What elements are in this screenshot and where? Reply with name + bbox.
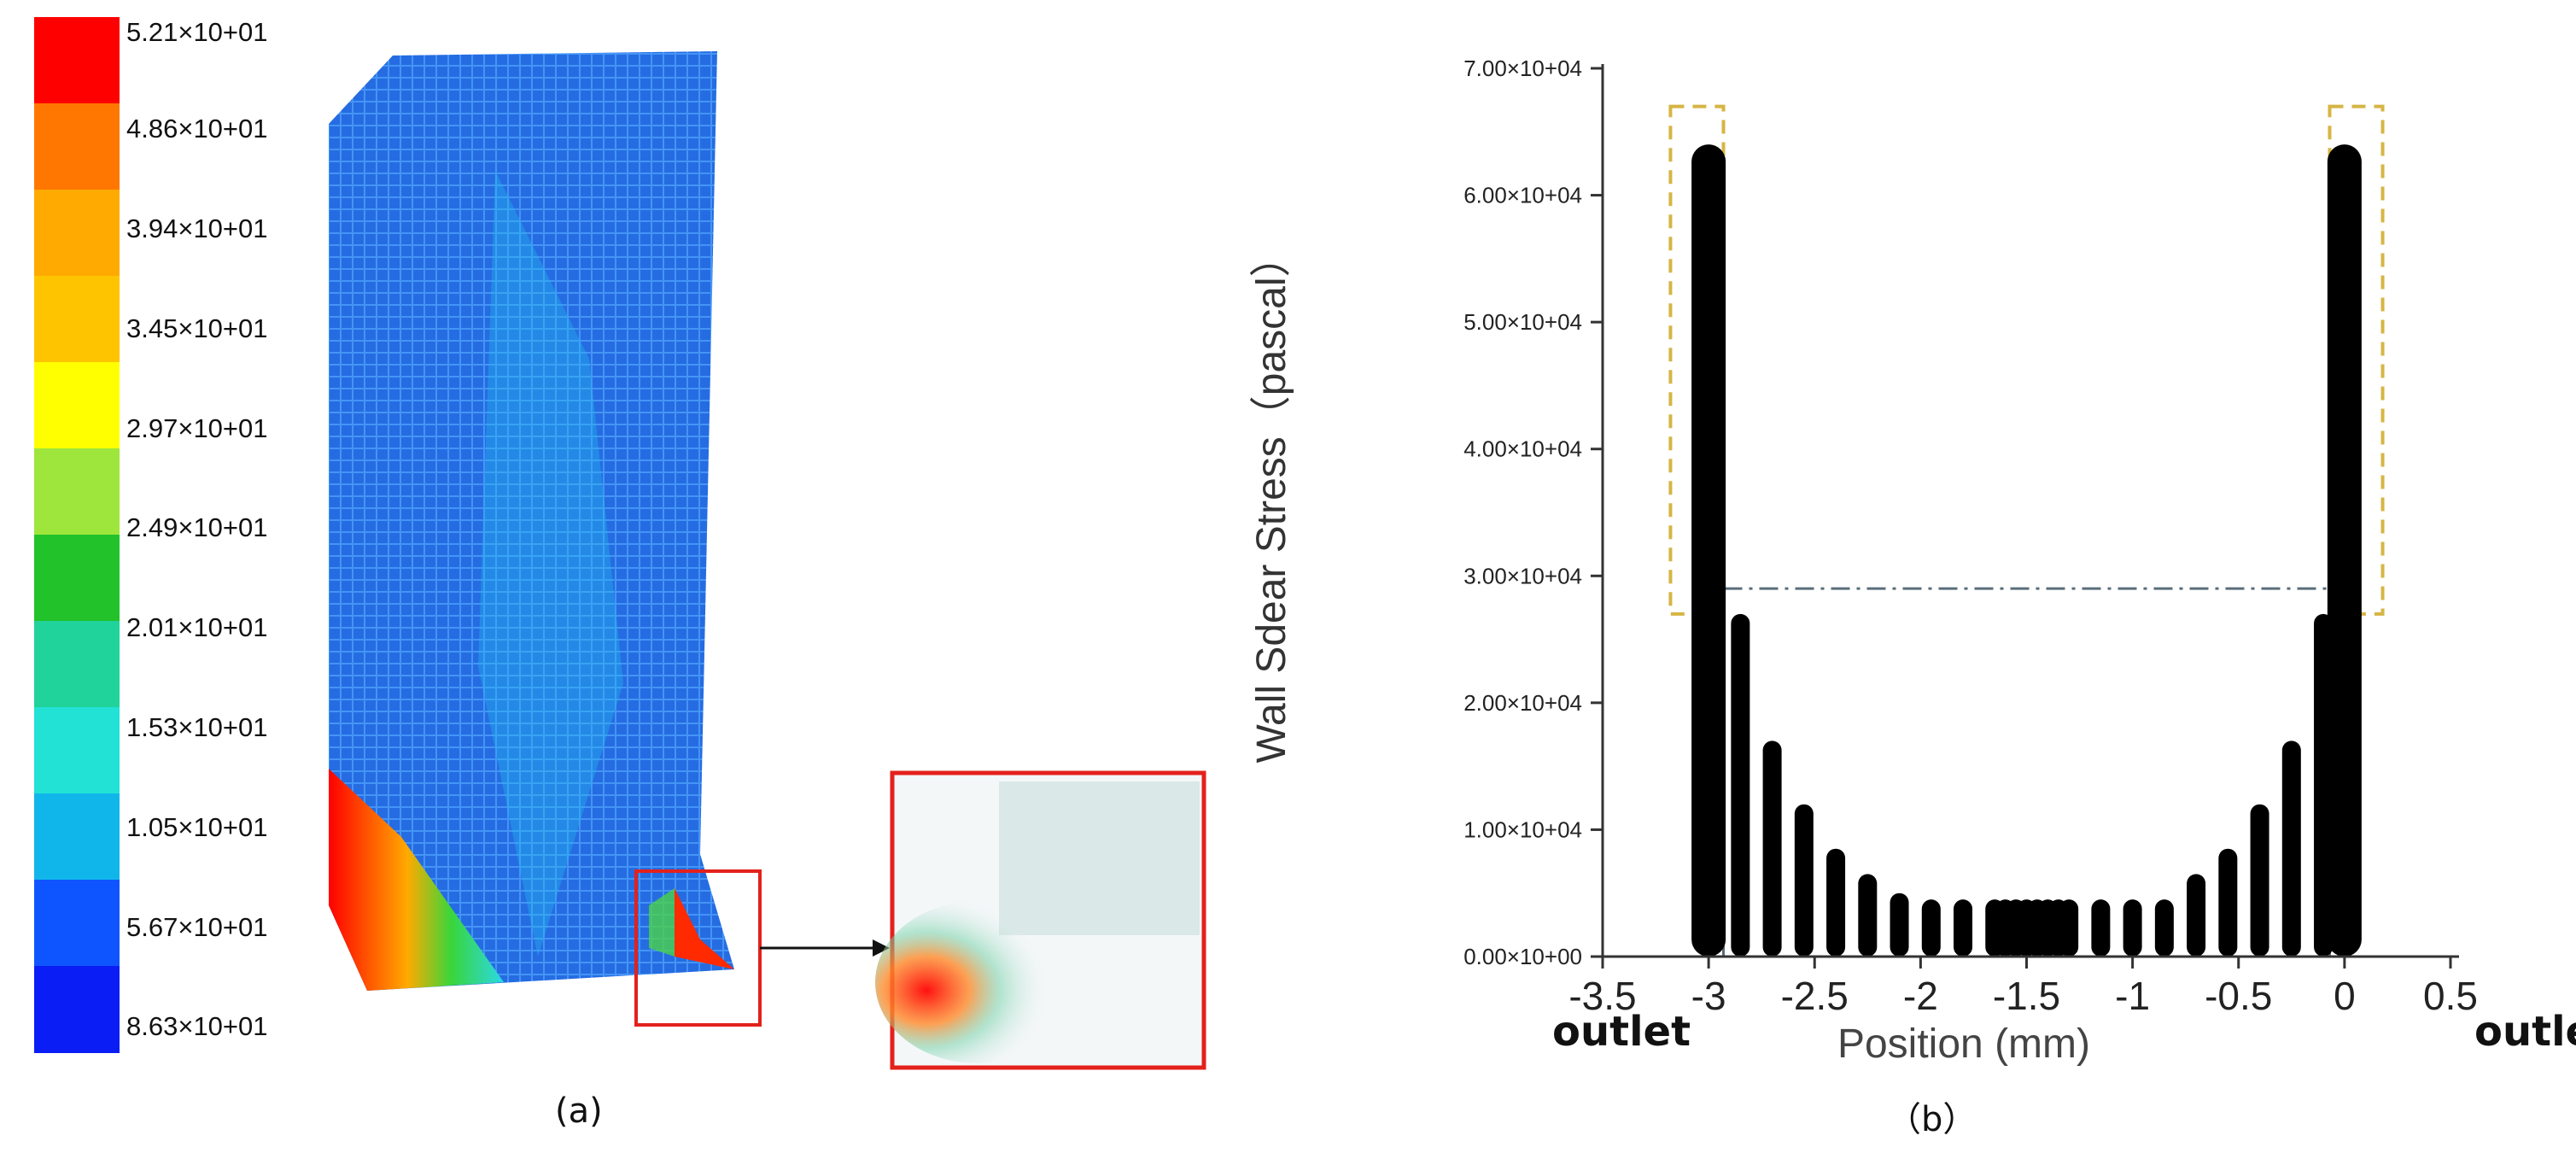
outlet-label-right: outlet — [2474, 1008, 2576, 1056]
scale-label: 3.45×10+01 — [126, 313, 268, 343]
scale-label: 3.94×10+01 — [126, 214, 268, 243]
scatter-column — [1954, 899, 1973, 957]
velocity-field-figure — [329, 51, 1206, 1070]
scatter-column — [1691, 144, 1726, 957]
color-scale-bar — [34, 17, 120, 1053]
scatter-column — [1731, 613, 1750, 957]
x-tick-label: -0.5 — [2205, 974, 2272, 1018]
x-tick-label: 0 — [2334, 974, 2356, 1018]
scatter-column — [1890, 893, 1909, 957]
mesh-shading — [478, 171, 623, 957]
scale-label: 8.63×10+01 — [126, 1011, 268, 1041]
scale-label: 5.21×10+01 — [126, 17, 268, 47]
scatter-column — [2123, 899, 2142, 957]
x-tick-label: 0.5 — [2423, 974, 2478, 1018]
scatter-column — [1762, 740, 1782, 957]
scale-label: 2.49×10+01 — [126, 512, 268, 542]
outlet-label-left: outlet — [1552, 1008, 1691, 1056]
high-velocity-fringe-right — [649, 888, 675, 957]
y-tick-label: 6.00×10+04 — [1463, 183, 1582, 208]
scale-segment — [34, 966, 120, 1053]
zoom-inset-texture — [999, 781, 1200, 935]
y-tick-label: 5.00×10+04 — [1463, 309, 1582, 335]
caption-a: (a) — [555, 1092, 603, 1131]
scatter-column — [1858, 874, 1878, 957]
high-velocity-region-right — [675, 888, 734, 969]
scale-segment — [34, 362, 120, 449]
scatter-column — [2218, 848, 2238, 957]
scale-segment — [34, 621, 120, 708]
scale-label: 2.97×10+01 — [126, 413, 268, 443]
color-scale-labels: 5.21×10+01 4.86×10+01 3.94×10+01 3.45×10… — [120, 0, 324, 1076]
x-tick-label: -1 — [2115, 974, 2150, 1018]
y-tick-label: 4.00×10+04 — [1463, 436, 1582, 462]
y-tick-label: 0.00×10+00 — [1463, 944, 1582, 969]
scale-segment — [34, 17, 120, 104]
scatter-column — [2059, 899, 2079, 957]
scale-segment — [34, 880, 120, 967]
mesh-body — [329, 51, 734, 991]
scale-label: 2.01×10+01 — [126, 612, 268, 642]
scale-segment — [34, 276, 120, 363]
x-tick-label: -3 — [1691, 974, 1726, 1018]
x-tick-label: -2 — [1903, 974, 1938, 1018]
scale-segment — [34, 793, 120, 881]
x-axis-title: Position (mm) — [1837, 1021, 2090, 1067]
caption-b: （b） — [1887, 1100, 1977, 1139]
scatter-column — [2250, 804, 2269, 957]
scale-label: 1.05×10+01 — [126, 812, 268, 842]
scale-label: 4.86×10+01 — [126, 114, 268, 143]
scale-segment — [34, 535, 120, 622]
y-tick-label: 1.00×10+04 — [1463, 816, 1582, 842]
scatter-column — [1826, 848, 1846, 957]
scatter-column — [2154, 899, 2174, 957]
scatter-column — [1794, 804, 1814, 957]
y-tick-label: 3.00×10+04 — [1463, 563, 1582, 588]
x-tick-label: -1.5 — [1993, 974, 2060, 1018]
zoom-arrow-head — [873, 939, 890, 957]
scale-segment — [34, 103, 120, 190]
x-tick-label: -2.5 — [1781, 974, 1849, 1018]
scale-segment — [34, 448, 120, 536]
high-velocity-region-left — [329, 769, 504, 991]
scatter-column — [2281, 740, 2301, 957]
y-axis-title: Wall Sdear Stress（pascal） — [1249, 236, 1294, 763]
scale-label: 5.67×10+01 — [126, 912, 268, 942]
scatter-column — [2327, 144, 2362, 957]
zoom-hotspot — [875, 901, 1080, 1063]
scale-segment — [34, 190, 120, 277]
scale-segment — [34, 707, 120, 794]
wall-shear-stress-chart: -3.5 -3 -2.5 -2 -1.5 -1 -0.5 0 0.5 0.00×10+00 1.00… — [1249, 56, 2478, 1067]
scatter-column — [1921, 899, 1941, 957]
y-tick-label: 2.00×10+04 — [1463, 690, 1582, 716]
y-tick-label: 7.00×10+04 — [1463, 56, 1582, 81]
x-tick-label: -3.5 — [1568, 974, 1636, 1018]
scale-label: 1.53×10+01 — [126, 712, 268, 742]
scatter-column — [2091, 899, 2111, 957]
scatter-column — [2187, 874, 2206, 957]
